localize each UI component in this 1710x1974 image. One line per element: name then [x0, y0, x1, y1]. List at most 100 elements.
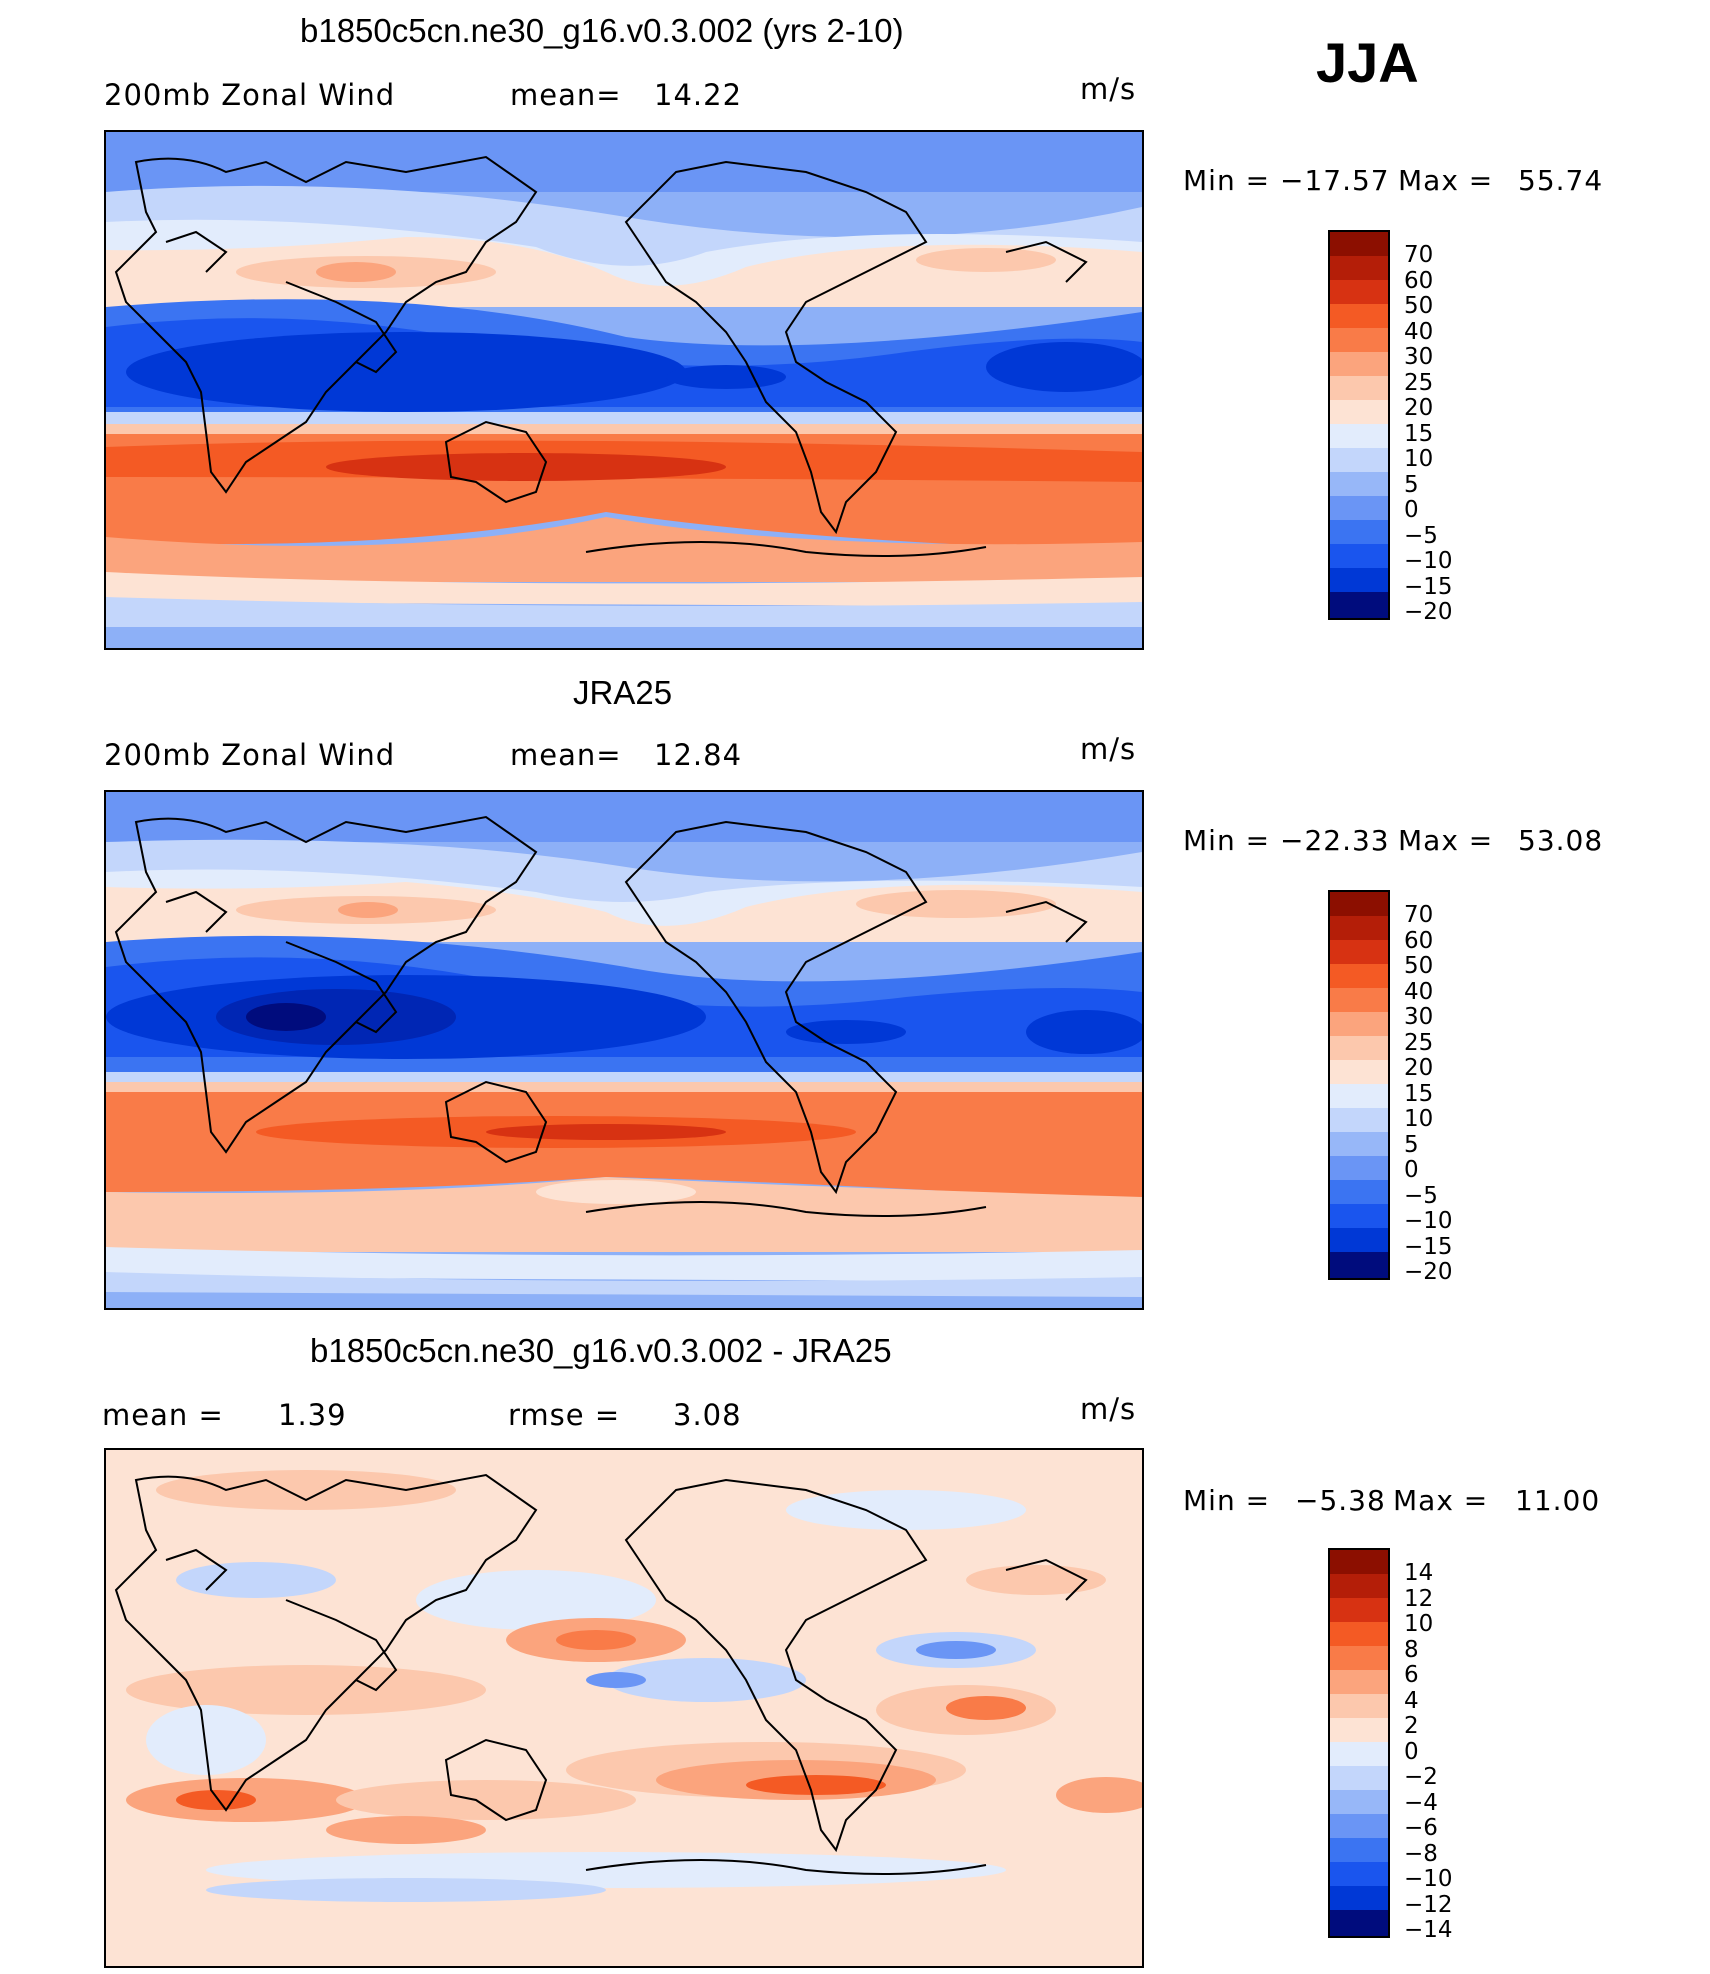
- colorbar-label: 70: [1404, 902, 1434, 928]
- panel-1-colorbar-swatch: [1330, 352, 1388, 376]
- colorbar-label: 50: [1404, 293, 1434, 319]
- panel-2-max-value: 53.08: [1518, 824, 1604, 857]
- panel-3-max-value: 11.00: [1515, 1484, 1601, 1517]
- panel-1-variable-label: 200mb Zonal Wind: [104, 78, 396, 112]
- colorbar-label: −15: [1404, 1233, 1453, 1260]
- panel-2-colorbar-swatch: [1330, 940, 1388, 964]
- panel-2-title: JRA25: [573, 674, 673, 711]
- panel-2-mean-label: mean=: [510, 738, 622, 772]
- panel-2-colorbar-swatch: [1330, 916, 1388, 940]
- panel-3-colorbar-swatch: [1330, 1862, 1388, 1886]
- panel-3-colorbar-swatch: [1330, 1766, 1388, 1790]
- colorbar-label: 25: [1404, 369, 1434, 396]
- panel-1-colorbar-swatch: [1330, 496, 1388, 520]
- colorbar-label: 10: [1404, 1611, 1434, 1637]
- colorbar-label: −10: [1404, 1866, 1453, 1892]
- panel-2-colorbar-swatch: [1330, 1060, 1388, 1084]
- colorbar-label: 40: [1404, 318, 1434, 345]
- panel-3-colorbar: [1328, 1548, 1390, 1938]
- colorbar-label: −20: [1404, 1259, 1453, 1285]
- panel-1-title: b1850c5cn.ne30_g16.v0.3.002 (yrs 2-10): [300, 12, 904, 49]
- panel-3-units: m/s: [1080, 1392, 1137, 1426]
- panel-2-colorbar-swatch: [1330, 1132, 1388, 1156]
- panel-2-min-value: −22.33: [1280, 824, 1390, 857]
- panel-3-colorbar-swatch: [1330, 1622, 1388, 1646]
- colorbar-label: −6: [1404, 1815, 1438, 1841]
- panel-3-rmse-label: rmse =: [508, 1398, 621, 1432]
- panel-1-colorbar-swatch: [1330, 520, 1388, 544]
- panel-2-max-label: Max =: [1398, 824, 1494, 857]
- panel-2-map-svg: [106, 792, 1142, 1308]
- panel-3-min-value: −5.38: [1295, 1484, 1386, 1517]
- panel-3-colorbar-swatch: [1330, 1886, 1388, 1910]
- panel-2-units: m/s: [1080, 732, 1137, 766]
- panel-1-mean-label: mean=: [510, 78, 622, 112]
- colorbar-label: 0: [1404, 1157, 1419, 1183]
- colorbar-label: 0: [1404, 497, 1419, 523]
- panel-2-colorbar-swatch: [1330, 892, 1388, 916]
- colorbar-label: 10: [1404, 446, 1434, 472]
- colorbar-label: 0: [1404, 1738, 1419, 1765]
- colorbar-label: 4: [1404, 1687, 1419, 1714]
- panel-1-max-label: Max =: [1398, 164, 1494, 197]
- panel-1-colorbar-swatch: [1330, 472, 1388, 496]
- panel-1-min-value: −17.57: [1280, 164, 1390, 197]
- panel-3-min-label: Min =: [1183, 1484, 1271, 1517]
- colorbar-label: −5: [1404, 1182, 1438, 1209]
- colorbar-label: 15: [1404, 420, 1434, 447]
- colorbar-label: 15: [1404, 1080, 1434, 1107]
- panel-3-colorbar-swatch: [1330, 1814, 1388, 1838]
- panel-1-min-label: Min =: [1183, 164, 1271, 197]
- panel-3-max-label: Max =: [1393, 1484, 1489, 1517]
- panel-2-colorbar-swatch: [1330, 1252, 1388, 1278]
- colorbar-label: 5: [1404, 471, 1419, 498]
- colorbar-label: 40: [1404, 978, 1434, 1005]
- panel-1-units: m/s: [1080, 72, 1137, 106]
- colorbar-label: 20: [1404, 1055, 1434, 1081]
- colorbar-label: 50: [1404, 953, 1434, 979]
- panel-1-mean-value: 14.22: [654, 78, 743, 112]
- panel-3-colorbar-swatch: [1330, 1790, 1388, 1814]
- panel-2-map: [104, 790, 1144, 1310]
- panel-3-colorbar-swatch: [1330, 1670, 1388, 1694]
- panel-2-colorbar-swatch: [1330, 1156, 1388, 1180]
- panel-1-colorbar-swatch: [1330, 304, 1388, 328]
- panel-2-colorbar-swatch: [1330, 1204, 1388, 1228]
- panel-1-colorbar-swatch: [1330, 328, 1388, 352]
- panel-3-title: b1850c5cn.ne30_g16.v0.3.002 - JRA25: [310, 1332, 892, 1369]
- panel-1-map: [104, 130, 1144, 650]
- colorbar-label: −10: [1404, 1208, 1453, 1234]
- colorbar-label: 14: [1404, 1560, 1434, 1586]
- panel-3-colorbar-swatch: [1330, 1742, 1388, 1766]
- panel-2-variable-label: 200mb Zonal Wind: [104, 738, 396, 772]
- colorbar-label: 60: [1404, 927, 1434, 954]
- panel-1-colorbar-swatch: [1330, 256, 1388, 280]
- panel-3-colorbar-swatch: [1330, 1646, 1388, 1670]
- colorbar-label: 70: [1404, 242, 1434, 268]
- colorbar-label: 30: [1404, 1004, 1434, 1030]
- panel-3-colorbar-swatch: [1330, 1838, 1388, 1862]
- panel-1-colorbar-swatch: [1330, 544, 1388, 568]
- colorbar-label: 25: [1404, 1029, 1434, 1056]
- panel-3-rmse-value: 3.08: [673, 1398, 742, 1432]
- panel-1-colorbar-swatch: [1330, 376, 1388, 400]
- colorbar-label: 10: [1404, 1106, 1434, 1132]
- panel-1-colorbar-swatch: [1330, 424, 1388, 448]
- panel-1-colorbar-swatch: [1330, 400, 1388, 424]
- panel-2-mean-value: 12.84: [654, 738, 743, 772]
- panel-2-colorbar-swatch: [1330, 1228, 1388, 1252]
- colorbar-label: 60: [1404, 267, 1434, 294]
- panel-3-colorbar-swatch: [1330, 1718, 1388, 1742]
- colorbar-label: −8: [1404, 1840, 1438, 1867]
- colorbar-label: 8: [1404, 1636, 1419, 1663]
- panel-3-map-svg: [106, 1450, 1142, 1966]
- colorbar-label: −2: [1404, 1764, 1438, 1790]
- colorbar-label: 5: [1404, 1131, 1419, 1158]
- panel-3-mean-label: mean =: [102, 1398, 224, 1432]
- colorbar-label: −10: [1404, 548, 1453, 574]
- colorbar-label: −12: [1404, 1891, 1453, 1918]
- panel-1-colorbar-swatch: [1330, 568, 1388, 592]
- colorbar-label: 30: [1404, 344, 1434, 370]
- panel-1-max-value: 55.74: [1518, 164, 1604, 197]
- colorbar-label: 20: [1404, 395, 1434, 421]
